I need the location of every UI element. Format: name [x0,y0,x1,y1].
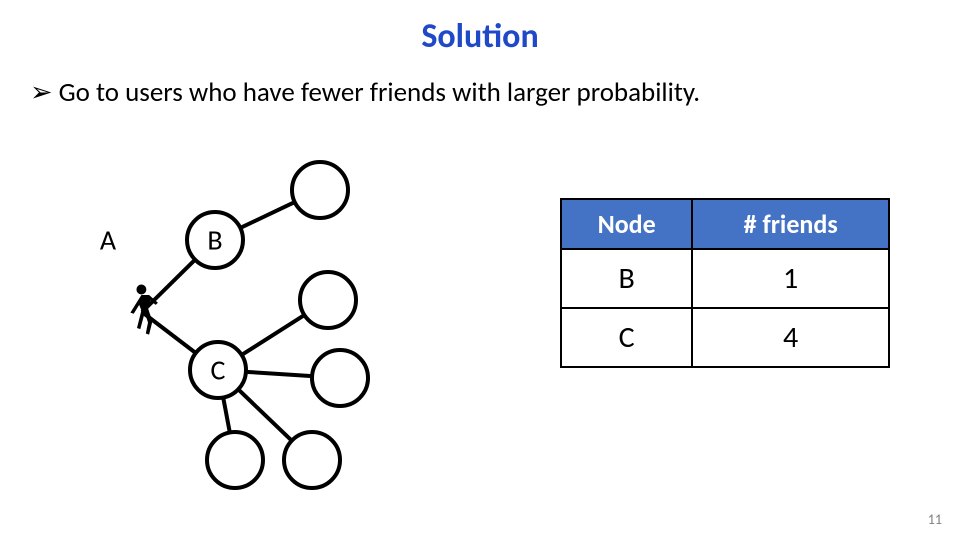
cell-friends: 4 [692,308,889,367]
node-circle [312,350,368,406]
cell-node: B [561,249,692,308]
page-number: 11 [928,511,942,528]
node-label: A [100,223,117,258]
table-row: B 1 [561,249,889,308]
node-label: B [207,223,222,258]
col-friends: # friends [692,199,889,249]
friends-table: Node # friends B 1 C 4 [560,198,890,368]
node-circle [292,162,348,218]
edge [242,315,305,355]
table-header-row: Node # friends [561,199,889,249]
node-label: C [211,353,226,388]
node-circle [300,272,356,328]
edge [246,372,312,376]
table-row: C 4 [561,308,889,367]
network-diagram: A B C [50,140,470,500]
bullet-text: Go to users who have fewer friends with … [59,76,701,109]
edge [223,398,230,433]
bullet-line: ➢Go to users who have fewer friends with… [30,76,700,109]
edge [240,202,294,228]
slide-title: Solution [0,16,960,57]
node-circle [207,432,263,488]
edge [142,260,195,312]
cell-friends: 1 [692,249,889,308]
bullet-marker: ➢ [30,77,53,107]
friends-table-wrap: Node # friends B 1 C 4 [560,198,890,368]
cell-node: C [561,308,692,367]
col-node: Node [561,199,692,249]
node-circle [284,432,340,488]
walker-icon [130,285,158,335]
network-svg: A B C [50,140,470,500]
